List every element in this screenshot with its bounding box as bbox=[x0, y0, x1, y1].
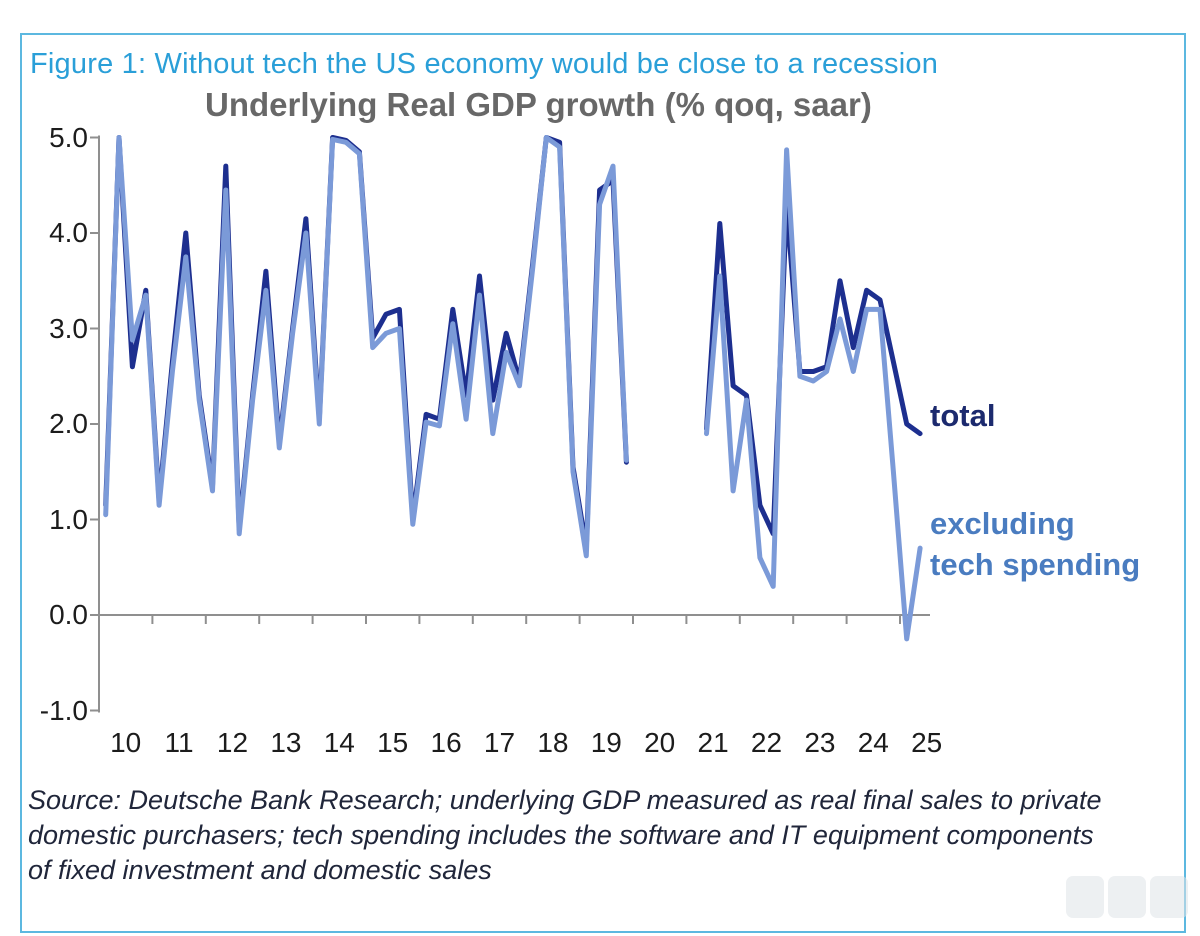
x-axis-tick-label: 11 bbox=[164, 727, 194, 758]
x-axis-tick-label: 10 bbox=[110, 727, 142, 758]
y-axis-tick-label: 1.0 bbox=[49, 503, 88, 535]
x-axis-tick-label: 12 bbox=[216, 727, 249, 758]
y-axis-tick-label: 0.0 bbox=[49, 599, 88, 630]
watermark-square-2 bbox=[1108, 876, 1146, 918]
watermark-square-3 bbox=[1150, 876, 1188, 918]
y-axis-tick-label: 3.0 bbox=[49, 312, 88, 344]
x-axis-tick-label: 22 bbox=[750, 727, 783, 758]
x-axis-tick-label: 13 bbox=[270, 727, 302, 758]
figure-caption: Figure 1: Without tech the US economy wo… bbox=[30, 48, 939, 80]
x-axis-tick-label: 20 bbox=[644, 727, 676, 758]
total-line bbox=[103, 135, 629, 551]
source-note-line3: of fixed investment and domestic sales bbox=[28, 855, 492, 885]
x-axis-tick-label: 21 bbox=[697, 727, 729, 758]
x-axis-tick-label: 24 bbox=[857, 727, 889, 758]
source-note-line1: Source: Deutsche Bank Research; underlyi… bbox=[28, 785, 1102, 815]
x-axis-tick-label: 16 bbox=[430, 727, 462, 758]
figure-border bbox=[20, 33, 1186, 933]
x-axis-tick-label: 18 bbox=[537, 727, 569, 758]
x-axis-tick-label: 25 bbox=[911, 727, 943, 758]
series-label-total: total bbox=[930, 398, 996, 433]
total-line bbox=[704, 201, 923, 537]
source-note: Source: Deutsche Bank Research; underlyi… bbox=[28, 783, 1168, 888]
watermark-square-1 bbox=[1066, 876, 1104, 918]
chart-title: Underlying Real GDP growth (% qoq, saar) bbox=[205, 86, 872, 123]
y-axis-tick-label: 5.0 bbox=[49, 121, 88, 153]
x-axis-tick-label: 17 bbox=[483, 727, 516, 758]
y-axis-tick-label: -1.0 bbox=[39, 694, 88, 726]
y-axis-tick-label: 2.0 bbox=[49, 408, 88, 439]
excluding-tech-line bbox=[704, 147, 923, 642]
source-note-line2: domestic purchasers; tech spending inclu… bbox=[28, 820, 1094, 850]
series-label-excluding-line2: tech spending bbox=[930, 547, 1141, 582]
excluding-tech-line bbox=[103, 135, 629, 559]
y-axis-tick-label: 4.0 bbox=[49, 217, 88, 248]
x-axis-tick-label: 14 bbox=[323, 727, 355, 758]
x-axis-tick-label: 15 bbox=[377, 727, 409, 758]
x-axis-tick-label: 23 bbox=[804, 727, 836, 758]
series-label-excluding-line1: excluding bbox=[930, 506, 1075, 541]
x-axis-tick-label: 19 bbox=[590, 727, 622, 758]
